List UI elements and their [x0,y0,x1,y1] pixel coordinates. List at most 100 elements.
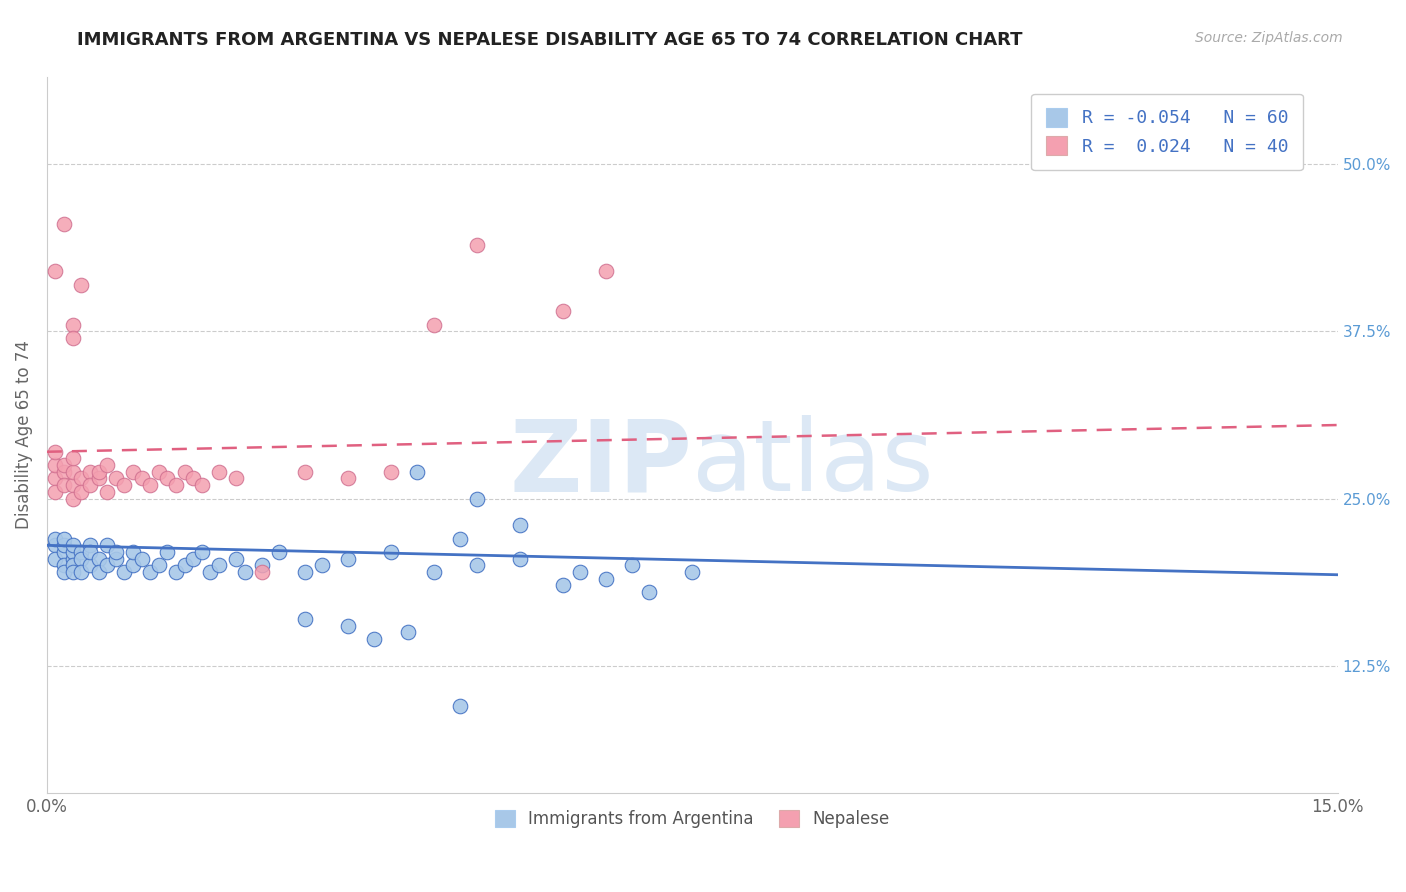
Point [53,218,76,232]
Point [53,465,76,479]
Point [79,558,101,573]
Point [53,538,76,552]
Point [200,565,222,579]
Point [423,318,446,332]
Point [70,471,93,485]
Point [269,545,291,559]
Point [509,551,531,566]
Point [173,558,195,573]
Point [79,465,101,479]
Point [44,551,66,566]
Point [156,545,179,559]
Point [139,478,162,492]
Point [337,551,360,566]
Point [225,551,247,566]
Point [294,465,316,479]
Text: ZIP: ZIP [509,415,692,512]
Point [553,304,575,318]
Point [148,465,170,479]
Point [53,458,76,472]
Point [87,465,110,479]
Point [363,632,385,646]
Point [44,471,66,485]
Point [337,471,360,485]
Point [173,465,195,479]
Point [79,545,101,559]
Point [44,264,66,278]
Point [62,331,84,345]
Point [53,478,76,492]
Point [53,565,76,579]
Point [112,565,135,579]
Y-axis label: Disability Age 65 to 74: Disability Age 65 to 74 [15,341,32,530]
Point [208,465,231,479]
Point [79,538,101,552]
Text: atlas: atlas [692,415,934,512]
Point [112,478,135,492]
Point [104,551,127,566]
Point [396,625,419,640]
Point [465,237,488,252]
Point [380,465,402,479]
Point [87,471,110,485]
Point [139,565,162,579]
Point [62,558,84,573]
Point [62,545,84,559]
Point [96,538,118,552]
Legend: Immigrants from Argentina, Nepalese: Immigrants from Argentina, Nepalese [488,803,896,834]
Point [87,565,110,579]
Point [96,558,118,573]
Point [62,318,84,332]
Point [131,471,153,485]
Point [122,545,145,559]
Point [595,264,617,278]
Point [62,551,84,566]
Point [62,538,84,552]
Point [406,465,429,479]
Point [233,565,256,579]
Point [638,585,661,599]
Point [156,471,179,485]
Point [44,458,66,472]
Point [96,484,118,499]
Text: IMMIGRANTS FROM ARGENTINA VS NEPALESE DISABILITY AGE 65 TO 74 CORRELATION CHART: IMMIGRANTS FROM ARGENTINA VS NEPALESE DI… [77,31,1022,49]
Point [465,491,488,506]
Point [53,532,76,546]
Point [311,558,333,573]
Point [337,618,360,632]
Point [44,484,66,499]
Point [96,458,118,472]
Point [165,478,187,492]
Point [70,277,93,292]
Point [191,545,214,559]
Point [294,612,316,626]
Point [44,444,66,458]
Point [70,565,93,579]
Point [380,545,402,559]
Point [122,465,145,479]
Point [62,451,84,466]
Point [70,545,93,559]
Point [181,551,204,566]
Point [595,572,617,586]
Point [465,558,488,573]
Point [122,558,145,573]
Point [131,551,153,566]
Point [181,471,204,485]
Text: Source: ZipAtlas.com: Source: ZipAtlas.com [1195,31,1343,45]
Point [553,578,575,592]
Point [44,532,66,546]
Point [449,532,471,546]
Point [681,565,703,579]
Point [509,518,531,533]
Point [423,565,446,579]
Point [250,558,273,573]
Point [104,471,127,485]
Point [191,478,214,492]
Point [62,465,84,479]
Point [62,478,84,492]
Point [294,565,316,579]
Point [569,565,592,579]
Point [104,545,127,559]
Point [53,558,76,573]
